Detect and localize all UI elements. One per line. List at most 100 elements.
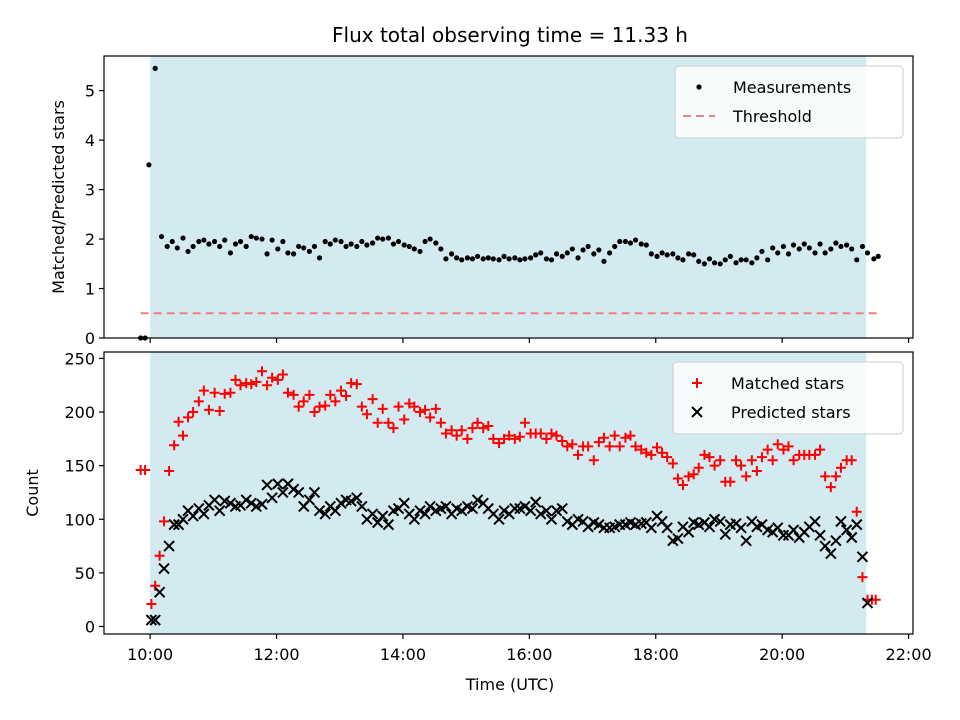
measurement-point <box>253 235 259 241</box>
measurement-point <box>422 238 428 245</box>
measurement-point <box>169 238 175 245</box>
measurement-point <box>316 255 323 261</box>
matched-star-point <box>336 385 347 396</box>
matched-star-point <box>346 378 357 389</box>
matched-star-point <box>751 466 762 477</box>
predicted-star-point <box>819 540 831 552</box>
measurement-point <box>364 242 370 248</box>
measurement-point <box>711 260 718 266</box>
y-tick-label: 200 <box>64 403 95 422</box>
matched-star-point <box>614 441 625 452</box>
measurement-point <box>859 243 866 250</box>
measurement-point <box>146 162 152 168</box>
matched-star-point <box>409 401 420 412</box>
measurement-point <box>469 256 476 262</box>
matched-star-point <box>541 433 552 444</box>
predicted-star-point <box>398 497 410 509</box>
bottom-y-axis-label: Count <box>23 469 42 517</box>
matched-star-point <box>159 516 170 527</box>
measurement-point <box>306 248 313 255</box>
matched-star-point <box>356 401 367 412</box>
legend-plus-marker <box>692 378 702 388</box>
matched-star-point <box>203 404 214 415</box>
predicted-star-point <box>540 504 553 517</box>
measurement-point <box>533 252 539 258</box>
top-panel: 0 1 2 3 4 5 Matched/Predicted stars Measurement… <box>49 55 914 348</box>
predicted-star-point <box>529 496 542 508</box>
matched-star-point <box>164 466 175 477</box>
measurement-point <box>506 256 512 262</box>
measurement-point <box>301 245 307 251</box>
matched-star-point <box>830 471 841 482</box>
chart-title: Flux total observing time = 11.33 h <box>332 23 688 47</box>
measurement-point <box>201 237 207 243</box>
matched-star-point <box>351 379 362 390</box>
measurement-point <box>480 256 486 262</box>
measurement-point <box>864 250 871 256</box>
measurement-point <box>343 243 349 250</box>
matched-star-point <box>330 396 341 407</box>
matched-star-point <box>257 366 268 377</box>
predicted-star-point <box>645 522 658 534</box>
predicted-star-point <box>158 562 170 575</box>
matched-star-point <box>209 387 220 398</box>
matched-star-point <box>583 441 594 452</box>
measurement-point <box>280 238 286 245</box>
matched-star-point <box>246 379 257 390</box>
predicted-star-point <box>329 504 342 517</box>
measurement-point <box>770 245 776 251</box>
matched-star-point <box>778 444 789 455</box>
measurement-point <box>575 255 581 261</box>
predicted-star-point <box>256 498 268 510</box>
measurement-point <box>395 238 402 245</box>
predicted-star-point <box>187 510 199 522</box>
measurement-point <box>559 253 565 259</box>
measurement-point <box>632 237 639 243</box>
measurement-point <box>828 246 834 252</box>
matched-star-point <box>430 403 441 414</box>
matched-star-point <box>646 449 657 460</box>
measurement-point <box>417 248 423 255</box>
measurement-point <box>158 233 165 240</box>
measurement-point <box>733 260 739 266</box>
matched-star-point <box>467 423 478 434</box>
matched-star-point <box>741 471 752 482</box>
matched-star-point <box>472 417 483 428</box>
predicted-star-point <box>840 524 853 536</box>
measurement-point <box>822 250 828 256</box>
matched-star-point <box>140 464 151 475</box>
measurement-point <box>269 237 275 243</box>
measurement-point <box>443 256 449 262</box>
predicted-star-point <box>224 497 237 509</box>
predicted-star-point <box>153 586 166 598</box>
measurement-point <box>569 246 575 252</box>
measurement-point <box>180 235 186 241</box>
matched-star-point <box>367 394 378 405</box>
measurement-point <box>591 251 597 257</box>
measurement-point <box>801 241 807 247</box>
measurement-point <box>743 257 749 263</box>
measurement-point <box>612 243 618 250</box>
matched-star-point <box>399 414 410 425</box>
measurement-point <box>454 255 460 261</box>
predicted-star-point <box>382 518 395 531</box>
measurement-point <box>754 255 760 261</box>
measurement-point <box>380 236 386 242</box>
matched-star-point <box>815 444 826 455</box>
measurement-point <box>401 242 407 248</box>
measurement-point <box>622 238 629 245</box>
measurement-point <box>749 260 755 266</box>
matched-star-point <box>320 400 331 411</box>
matched-star-point <box>835 462 846 473</box>
matched-star-point <box>846 455 857 466</box>
predicted-star-point <box>303 494 316 506</box>
matched-star-point <box>783 441 794 452</box>
legend-dot-marker <box>696 84 702 90</box>
matched-star-point <box>504 430 515 441</box>
matched-star-point <box>372 417 383 428</box>
matched-star-point <box>267 372 278 383</box>
matched-star-point <box>225 387 236 398</box>
measurement-point <box>212 238 218 245</box>
matched-star-point <box>435 417 446 428</box>
measurement-point <box>580 247 586 253</box>
